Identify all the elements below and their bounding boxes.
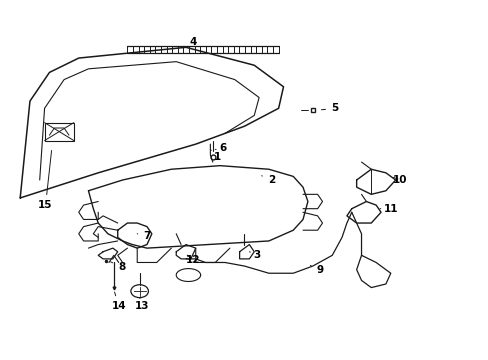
Text: 14: 14 [111, 292, 126, 311]
Text: 11: 11 [379, 204, 397, 214]
Text: 10: 10 [392, 175, 407, 185]
Text: 3: 3 [249, 250, 260, 260]
Text: 8: 8 [110, 262, 125, 272]
Text: 2: 2 [261, 175, 274, 185]
Text: 4: 4 [189, 37, 197, 47]
Text: 7: 7 [137, 231, 150, 240]
Text: 15: 15 [38, 150, 53, 210]
Text: 1: 1 [210, 149, 221, 162]
Text: 5: 5 [321, 103, 338, 113]
Text: 13: 13 [135, 298, 149, 311]
Text: 6: 6 [215, 143, 226, 153]
Bar [44, 123, 74, 140]
Text: 12: 12 [185, 255, 200, 265]
Text: 9: 9 [310, 265, 323, 275]
